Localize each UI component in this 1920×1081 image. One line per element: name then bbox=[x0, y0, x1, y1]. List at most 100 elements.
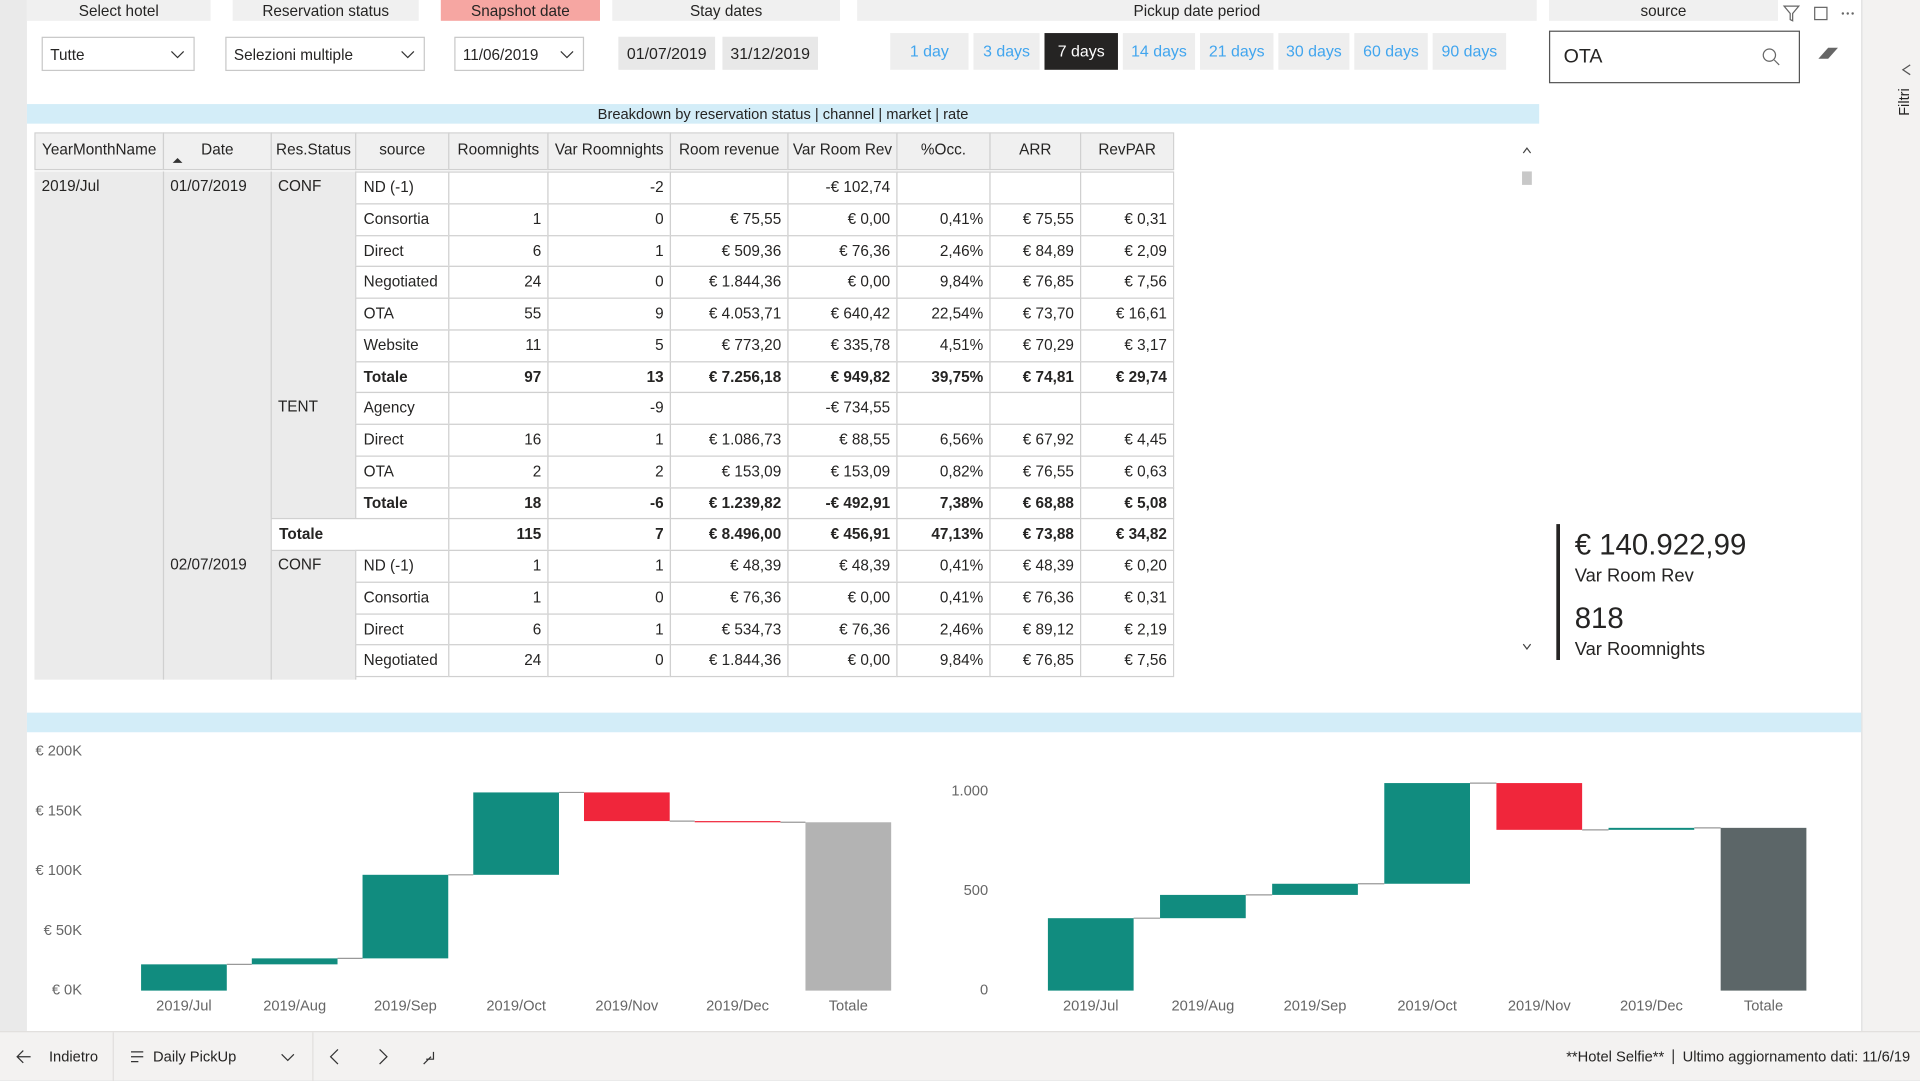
page-chevron[interactable] bbox=[279, 1048, 296, 1065]
value-cell: 97 bbox=[448, 360, 549, 394]
value-cell: 5 bbox=[547, 329, 672, 362]
value-cell: 7,38% bbox=[896, 486, 991, 520]
visual-header-icons[interactable] bbox=[1778, 4, 1864, 24]
value-cell: € 0,31 bbox=[1080, 202, 1175, 236]
date-input[interactable]: 31/12/2019 bbox=[722, 36, 818, 70]
source-cell: Negotiated bbox=[355, 266, 450, 299]
value-cell: € 640,42 bbox=[787, 297, 898, 331]
value-cell: 18 bbox=[448, 486, 549, 520]
clear-icon[interactable] bbox=[1815, 44, 1842, 64]
y-tick-label: € 50K bbox=[44, 923, 83, 939]
dropdown-chevron bbox=[170, 50, 185, 59]
footer-bar: Indietro Daily PickUp **Hotel Selfie** Ul… bbox=[0, 1031, 1920, 1081]
column-header[interactable]: Roomnights bbox=[448, 132, 549, 171]
value-cell: € 76,36 bbox=[989, 581, 1082, 615]
value-cell: -9 bbox=[547, 392, 672, 425]
column-header[interactable]: Var Roomnights bbox=[547, 132, 672, 171]
column-header[interactable]: ARR bbox=[989, 132, 1082, 171]
back-button[interactable]: Indietro bbox=[48, 1048, 98, 1066]
value-cell: € 335,78 bbox=[787, 329, 898, 362]
search-box[interactable]: OTA bbox=[1548, 30, 1800, 84]
column-header[interactable]: YearMonthName bbox=[34, 132, 165, 171]
column-header[interactable]: Res.Status bbox=[270, 132, 357, 171]
waterfall-bar bbox=[694, 821, 781, 823]
value-cell: 2 bbox=[448, 455, 549, 488]
page-selector[interactable]: Daily PickUp bbox=[153, 1048, 237, 1066]
period-button[interactable]: 90 days bbox=[1432, 33, 1507, 70]
value-cell: 0 bbox=[547, 266, 672, 299]
value-cell: 1 bbox=[547, 234, 672, 268]
value-cell: 1 bbox=[547, 423, 672, 457]
dropdown[interactable]: Selezioni multiple bbox=[225, 36, 425, 72]
dropdown[interactable]: Tutte bbox=[41, 36, 195, 72]
period-button[interactable]: 7 days bbox=[1044, 33, 1118, 70]
scrollbar[interactable] bbox=[1520, 137, 1535, 668]
source-cell: Negotiated bbox=[355, 644, 450, 678]
waterfall-bar bbox=[1608, 827, 1695, 830]
value-cell: € 29,74 bbox=[1080, 360, 1175, 394]
value-cell: € 2,09 bbox=[1080, 234, 1175, 268]
value-cell: 9,84% bbox=[896, 644, 991, 678]
period-button[interactable]: 21 days bbox=[1200, 33, 1274, 70]
chart-title-bar bbox=[26, 712, 1862, 733]
y-tick-label: € 150K bbox=[35, 803, 82, 819]
column-header[interactable]: RevPAR bbox=[1080, 132, 1175, 171]
value-cell: € 2,19 bbox=[1080, 612, 1175, 646]
filter-header: Pickup date period bbox=[857, 0, 1537, 21]
value-cell: € 509,36 bbox=[669, 234, 789, 268]
value-cell: 6 bbox=[448, 612, 549, 646]
source-cell: Direct bbox=[355, 612, 450, 646]
column-header[interactable]: Var Room Rev bbox=[787, 132, 898, 171]
table-cell bbox=[448, 171, 549, 205]
page-navigation[interactable] bbox=[323, 1044, 458, 1068]
footer-status: **Hotel Selfie** Ultimo aggiornamento dat… bbox=[1566, 1048, 1910, 1065]
value-cell: € 76,36 bbox=[787, 234, 898, 268]
value-cell: € 48,39 bbox=[989, 549, 1082, 583]
value-cell: € 75,55 bbox=[989, 202, 1082, 236]
period-button[interactable]: 3 days bbox=[973, 33, 1040, 70]
hotel-name: **Hotel Selfie** bbox=[1566, 1048, 1665, 1066]
value-cell: 1 bbox=[448, 549, 549, 583]
value-cell: € 7,56 bbox=[1080, 266, 1175, 299]
column-header[interactable]: source bbox=[355, 132, 450, 171]
value-cell: € 88,55 bbox=[787, 423, 898, 457]
group-column-divider bbox=[270, 171, 272, 680]
dropdown-value: Selezioni multiple bbox=[233, 46, 353, 64]
x-tick-label: 2019/Dec bbox=[1620, 998, 1683, 1014]
value-cell: 39,75% bbox=[896, 360, 991, 394]
period-button[interactable]: 1 day bbox=[890, 33, 969, 70]
column-header[interactable]: Room revenue bbox=[669, 132, 789, 171]
value-cell: € 73,70 bbox=[989, 297, 1082, 331]
date-input[interactable]: 01/07/2019 bbox=[618, 36, 716, 70]
value-cell: 55 bbox=[448, 297, 549, 331]
side-panel[interactable]: Filtri bbox=[1861, 0, 1920, 1032]
period-button[interactable]: 14 days bbox=[1122, 33, 1196, 70]
y-tick-label: 1.000 bbox=[951, 784, 988, 800]
value-cell: € 48,39 bbox=[787, 549, 898, 583]
period-button[interactable]: 30 days bbox=[1278, 33, 1350, 70]
value-cell: € 534,73 bbox=[669, 612, 789, 646]
value-cell: 115 bbox=[448, 518, 549, 552]
period-button[interactable]: 60 days bbox=[1354, 33, 1428, 70]
value-cell: € 0,00 bbox=[787, 644, 898, 678]
value-cell: 0,41% bbox=[896, 581, 991, 615]
column-header[interactable]: %Occ. bbox=[896, 132, 991, 171]
group-column-divider bbox=[162, 171, 165, 680]
sort-indicator bbox=[172, 157, 183, 163]
column-header[interactable]: Date bbox=[162, 132, 272, 171]
group-cell: CONF bbox=[277, 177, 322, 195]
separator bbox=[312, 1032, 314, 1081]
x-tick-label: 2019/Oct bbox=[486, 998, 546, 1014]
value-cell: 2,46% bbox=[896, 612, 991, 646]
dropdown[interactable]: 11/06/2019 bbox=[454, 36, 585, 72]
page-icon bbox=[131, 1051, 144, 1063]
source-cell: Consortia bbox=[355, 202, 450, 236]
y-tick-label: € 100K bbox=[35, 863, 82, 879]
back-arrow[interactable] bbox=[12, 1044, 36, 1068]
value-cell: -6 bbox=[547, 486, 672, 520]
value-cell: € 949,82 bbox=[787, 360, 898, 394]
value-cell: € 76,85 bbox=[989, 266, 1082, 299]
waterfall-bar bbox=[1047, 918, 1134, 991]
value-cell: 9 bbox=[547, 297, 672, 331]
group-cell: 02/07/2019 bbox=[170, 555, 247, 574]
